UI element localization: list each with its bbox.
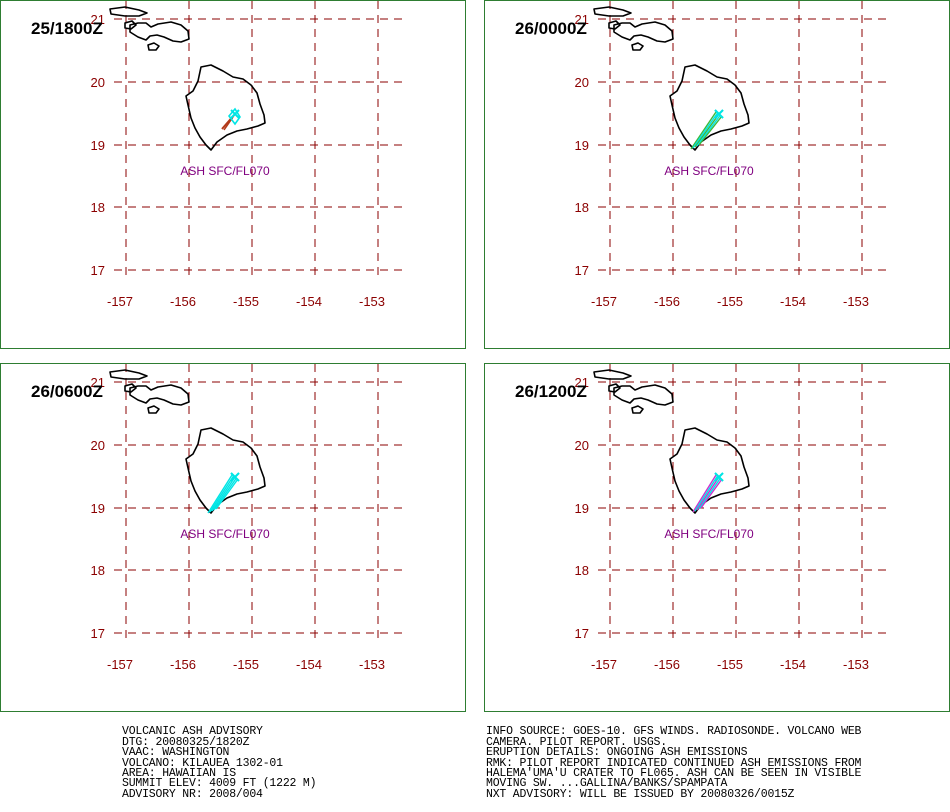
island-coastline xyxy=(631,42,644,51)
longitude-label: -154 xyxy=(296,657,322,672)
map-svg: 21 20 19 18 17 -157 -156 -155 -154 -153 ASH SFC/FL… xyxy=(91,1,406,309)
advisory-line: NXT ADVISORY: WILL BE ISSUED BY 20080326… xyxy=(486,787,795,801)
advisory-line: VOLCANIC ASH ADVISORY xyxy=(122,725,263,739)
volcano-marker xyxy=(230,109,240,119)
map-svg: 21 20 19 18 17 -157 -156 -155 -154 -153 ASH SFC/FL… xyxy=(575,1,890,309)
latitude-label: 19 xyxy=(575,501,589,516)
map-svg: 21 20 19 18 17 -157 -156 -155 -154 -153 ASH SFC/FL… xyxy=(91,364,406,672)
latitude-label: 19 xyxy=(91,501,105,516)
flight-level-label: ASH SFC/FL070 xyxy=(180,164,270,178)
latitude-label: 21 xyxy=(575,12,589,27)
latitude-label: 18 xyxy=(575,563,589,578)
latitude-label: 17 xyxy=(91,263,105,278)
big-island-coastline xyxy=(669,427,750,514)
island-coastline xyxy=(608,383,621,393)
island-coastline xyxy=(147,42,160,51)
latitude-label: 19 xyxy=(91,138,105,153)
latitude-label: 21 xyxy=(91,12,105,27)
advisory-line: INFO SOURCE: GOES-10. GFS WINDS. RADIOSO… xyxy=(486,725,862,739)
big-island-coastline xyxy=(185,427,266,514)
longitude-label: -157 xyxy=(107,657,133,672)
advisory-line: SUMMIT ELEV: 4009 FT (1222 M) xyxy=(122,777,317,791)
island-coastline xyxy=(147,405,160,414)
longitude-label: -156 xyxy=(654,657,680,672)
advisory-line: ERUPTION DETAILS: ONGOING ASH EMISSIONS xyxy=(486,746,748,760)
map-svg: 21 20 19 18 17 -157 -156 -155 -154 -153 ASH SFC/FL… xyxy=(575,364,890,672)
longitude-label: -155 xyxy=(233,657,259,672)
valid-time-label: 25/1800Z xyxy=(31,19,103,38)
volcano-marker xyxy=(230,472,240,482)
island-coastline xyxy=(129,21,190,43)
latitude-label: 18 xyxy=(91,200,105,215)
forecast-panel-4: 21 20 19 18 17 -157 -156 -155 -154 -153 ASH SFC/FL… xyxy=(484,363,950,712)
valid-time-label: 26/0000Z xyxy=(515,19,587,38)
latitude-label: 20 xyxy=(91,438,105,453)
latitude-label: 20 xyxy=(575,75,589,90)
volcano-marker xyxy=(714,472,724,482)
flight-level-label: ASH SFC/FL070 xyxy=(664,164,754,178)
advisory-line: VAAC: WASHINGTON xyxy=(122,746,230,760)
latitude-label: 21 xyxy=(575,375,589,390)
island-coastline xyxy=(109,6,148,17)
longitude-label: -154 xyxy=(780,294,806,309)
longitude-label: -155 xyxy=(233,294,259,309)
advisory-line: RMK: PILOT REPORT INDICATED CONTINUED AS… xyxy=(486,756,862,770)
advisory-line: AREA: HAWAIIAN IS xyxy=(122,767,236,781)
advisory-info-right: INFO SOURCE: GOES-10. GFS WINDS. RADIOSO… xyxy=(486,717,861,811)
advisory-line: MOVING SW. ...GALLINA/BANKS/SPAMPATA xyxy=(486,777,728,791)
advisory-line: CAMERA. PILOT REPORT. USGS. xyxy=(486,735,667,749)
latitude-label: 17 xyxy=(575,626,589,641)
latitude-label: 20 xyxy=(91,75,105,90)
advisory-line: VOLCANO: KILAUEA 1302-01 xyxy=(122,756,283,770)
advisory-info-left: VOLCANIC ASH ADVISORY DTG: 20080325/1820Z… xyxy=(122,717,317,811)
latitude-label: 18 xyxy=(575,200,589,215)
forecast-panel-2: 21 20 19 18 17 -157 -156 -155 -154 -153 ASH SFC/FL… xyxy=(484,0,950,349)
island-coastline xyxy=(593,6,632,17)
longitude-label: -156 xyxy=(654,294,680,309)
flight-level-label: ASH SFC/FL070 xyxy=(664,527,754,541)
latitude-label: 17 xyxy=(575,263,589,278)
island-coastline xyxy=(613,384,674,406)
longitude-label: -157 xyxy=(591,294,617,309)
latitude-label: 21 xyxy=(91,375,105,390)
island-coastline xyxy=(608,20,621,30)
longitude-label: -155 xyxy=(717,294,743,309)
ash-plume xyxy=(207,472,240,514)
longitude-label: -153 xyxy=(359,657,385,672)
advisory-line: HALEMA'UMA'U CRATER TO FL065. ASH CAN BE… xyxy=(486,767,862,781)
longitude-label: -154 xyxy=(780,657,806,672)
latitude-label: 20 xyxy=(575,438,589,453)
island-coastline xyxy=(631,405,644,414)
forecast-panel-3: 21 20 19 18 17 -157 -156 -155 -154 -153 ASH SFC/FL… xyxy=(0,363,466,712)
island-coastline xyxy=(124,383,137,393)
island-coastline xyxy=(109,369,148,380)
island-coastline xyxy=(593,369,632,380)
longitude-label: -157 xyxy=(107,294,133,309)
longitude-label: -154 xyxy=(296,294,322,309)
island-coastline xyxy=(129,384,190,406)
longitude-label: -156 xyxy=(170,294,196,309)
latitude-label: 17 xyxy=(91,626,105,641)
latitude-label: 18 xyxy=(91,563,105,578)
advisory-line: ADVISORY NR: 2008/004 xyxy=(122,787,263,801)
longitude-label: -153 xyxy=(843,294,869,309)
latitude-label: 19 xyxy=(575,138,589,153)
valid-time-label: 26/0600Z xyxy=(31,382,103,401)
longitude-label: -155 xyxy=(717,657,743,672)
volcano-marker xyxy=(714,109,724,119)
island-coastline xyxy=(613,21,674,43)
longitude-label: -156 xyxy=(170,657,196,672)
valid-time-label: 26/1200Z xyxy=(515,382,587,401)
forecast-panel-1: 21 20 19 18 17 -157 -156 -155 -154 -153 ASH SFC/FL… xyxy=(0,0,466,349)
advisory-line: DTG: 20080325/1820Z xyxy=(122,735,250,749)
big-island-coastline xyxy=(669,64,750,151)
longitude-label: -153 xyxy=(843,657,869,672)
longitude-label: -157 xyxy=(591,657,617,672)
flight-level-label: ASH SFC/FL070 xyxy=(180,527,270,541)
island-coastline xyxy=(124,20,137,30)
big-island-coastline xyxy=(185,64,266,151)
longitude-label: -153 xyxy=(359,294,385,309)
